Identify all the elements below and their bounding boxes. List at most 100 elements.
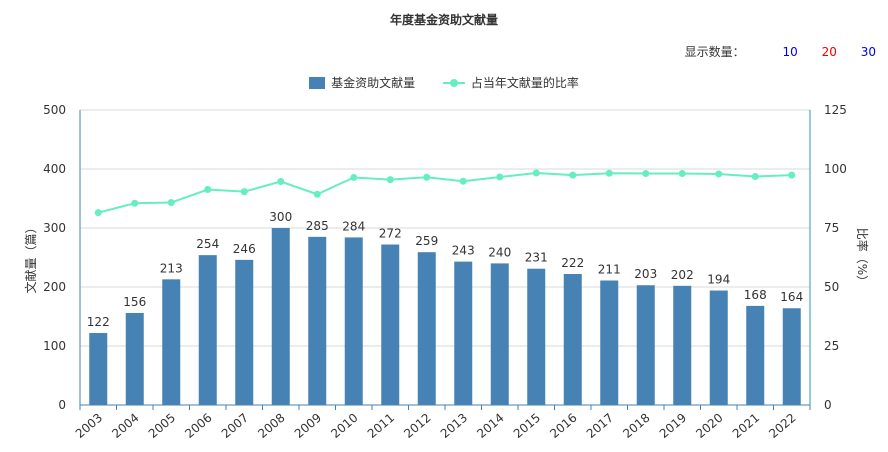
legend-bar-label: 基金资助文献量 [331,76,416,90]
bar-2019 [673,285,692,405]
legend-line-swatch [442,77,465,89]
y-right-tick-label: 100 [824,162,847,176]
bar-2021 [746,305,765,405]
bar-value-label: 222 [561,256,584,270]
y-left-tick-label: 200 [43,280,66,294]
y-left-tick-label: 0 [58,398,66,412]
bar-2011 [381,244,400,405]
bar-2012 [417,252,436,405]
x-tick-label: 2003 [73,411,105,441]
y-right-tick-label: 50 [824,280,839,294]
y-left-tick-label: 100 [43,339,66,353]
ratio-point-2013 [459,177,467,185]
bar-2009 [308,236,327,405]
ratio-point-2008 [277,178,285,186]
bar-2010 [344,237,363,405]
bar-2015 [527,268,546,405]
bar-value-label: 122 [87,315,110,329]
ratio-point-2020 [715,170,723,178]
x-tick-label: 2017 [584,411,616,441]
bar-2020 [709,290,728,405]
legend-item-line[interactable]: 占当年文献量的比率 [442,74,579,91]
y-right-tick-label: 0 [824,398,832,412]
bar-value-label: 243 [452,244,475,258]
count-selector: 显示数量： 10 20 30 [685,43,876,60]
y-right-tick-label: 25 [824,339,839,353]
x-tick-label: 2011 [365,411,397,441]
bar-2016 [563,274,582,405]
bar-value-label: 272 [379,227,402,241]
bar-2018 [636,285,655,405]
ratio-point-2016 [569,171,577,179]
bar-value-label: 194 [707,273,730,287]
ratio-point-2006 [204,186,212,194]
x-tick-label: 2014 [474,411,506,441]
bar-2004 [125,312,144,405]
axis-layer: 0 100 200 300 400 500 0 25 50 75 100 125 文献量（篇） 比率（%）… [23,103,870,441]
bar-value-label: 300 [269,210,292,224]
ratio-point-2004 [131,199,139,207]
bar-value-label: 211 [598,263,621,277]
ratio-point-2012 [423,173,431,181]
x-tick-label: 2007 [219,411,251,441]
ratio-point-2003 [94,209,102,217]
x-tick-label: 2016 [547,411,579,441]
ratio-point-2010 [350,173,358,181]
bar-value-label: 168 [744,288,767,302]
bar-2008 [271,228,290,405]
ratio-point-2018 [642,169,650,177]
y-right-tick-label: 125 [824,103,847,117]
bar-2005 [162,279,181,405]
x-tick-label: 2004 [109,411,141,441]
count-option-30[interactable]: 30 [860,45,876,59]
bar-layer: 122 156 213 254 246 300 285 284 272 259 243 240 231 2… [87,210,803,405]
bar-2007 [235,259,254,405]
count-option-10[interactable]: 10 [782,45,798,59]
count-label: 显示数量： [684,45,745,59]
ratio-point-2015 [532,169,540,177]
ratio-point-2019 [678,169,686,177]
ratio-point-2014 [496,173,504,181]
ratio-line [97,172,792,214]
x-tick-label: 2020 [693,411,725,441]
bar-2022 [782,308,801,405]
bar-value-label: 254 [196,237,219,251]
ratio-point-2022 [788,171,796,179]
grid-layer [80,109,810,347]
x-tick-label: 2005 [146,411,178,441]
x-tick-label: 2015 [511,411,543,441]
legend-item-bar[interactable]: 基金资助文献量 [309,74,415,91]
bar-2003 [89,333,108,405]
legend-bar-swatch [309,76,326,89]
y-right-tick-label: 75 [824,221,839,235]
x-tick-label: 2013 [438,411,470,441]
x-tick-label: 2021 [730,411,762,441]
ratio-point-2017 [605,169,613,177]
count-option-20[interactable]: 20 [821,45,837,59]
bar-2014 [490,263,509,405]
y-left-tick-label: 400 [43,162,66,176]
bar-value-label: 285 [306,219,329,233]
bar-value-label: 240 [488,245,511,259]
bar-value-label: 246 [233,242,256,256]
ratio-point-2021 [751,173,759,181]
x-tick-label: 2006 [182,411,214,441]
y-right-axis-title: 比率（%） [855,228,870,287]
x-tick-label: 2018 [620,411,652,441]
ratio-point-2011 [386,176,394,184]
bar-value-label: 156 [123,295,146,309]
y-left-tick-label: 300 [43,221,66,235]
bar-2017 [600,280,619,405]
bar-value-label: 203 [634,267,657,281]
chart-legend: 基金资助文献量 占当年文献量的比率 [0,74,888,92]
y-left-axis-title: 文献量（篇） [23,221,38,293]
x-tick-label: 2009 [292,411,324,441]
bar-value-label: 213 [160,261,183,275]
x-tick-label: 2012 [401,411,433,441]
y-left-tick-label: 500 [43,103,66,117]
ratio-point-2007 [240,188,248,196]
ratio-point-2005 [167,199,175,207]
x-tick-label: 2022 [766,411,798,441]
x-tick-label: 2019 [657,411,689,441]
